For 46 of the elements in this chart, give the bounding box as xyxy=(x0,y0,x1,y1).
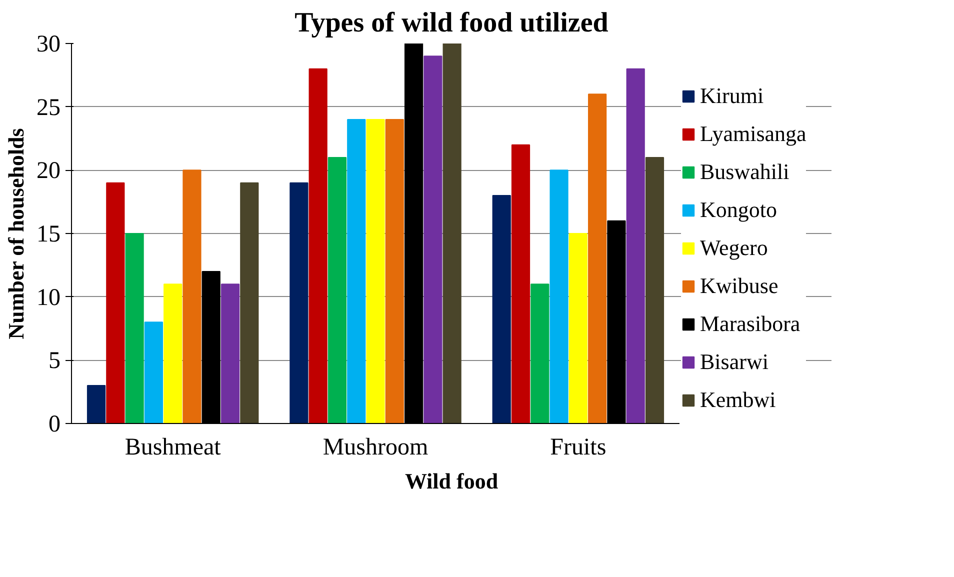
bar xyxy=(328,157,347,424)
y-tick-label: 10 xyxy=(36,284,60,311)
legend-label: Kongoto xyxy=(700,197,777,223)
bar xyxy=(530,284,550,424)
bar xyxy=(220,284,240,424)
bar xyxy=(511,144,530,424)
bar xyxy=(568,233,588,424)
bar xyxy=(492,195,511,424)
bar xyxy=(240,182,259,424)
bar xyxy=(144,322,163,424)
legend-label: Buswahili xyxy=(700,159,790,185)
bar xyxy=(164,284,182,424)
bar xyxy=(106,182,125,424)
bar xyxy=(86,385,106,424)
y-tick-label: 15 xyxy=(36,222,60,248)
legend-label: Kwibuse xyxy=(700,273,778,299)
bar xyxy=(385,119,404,424)
legend-label: Lyamisanga xyxy=(700,121,806,147)
bar xyxy=(290,182,308,424)
y-axis-title: Number of households xyxy=(4,128,28,340)
y-tick-label: 5 xyxy=(48,348,60,374)
bar xyxy=(588,94,607,424)
legend-label: Marasibora xyxy=(700,311,800,337)
x-tick-label: Bushmeat xyxy=(124,434,222,460)
legend-label: Kirumi xyxy=(700,83,764,109)
bar xyxy=(308,68,328,424)
x-tick-label: Fruits xyxy=(550,434,606,460)
bar xyxy=(645,157,664,424)
x-axis-title: Wild food xyxy=(404,468,498,494)
bar xyxy=(366,119,385,424)
bar xyxy=(182,170,202,424)
legend-label: Wegero xyxy=(700,235,768,261)
y-tick-label: 30 xyxy=(36,32,60,58)
legend-label: Bisarwi xyxy=(700,349,768,375)
bar xyxy=(424,56,442,424)
y-tick-label: 20 xyxy=(36,158,60,184)
y-tick-label: 25 xyxy=(36,94,60,121)
bar xyxy=(347,119,366,424)
bar xyxy=(626,68,645,424)
y-tick-label: 0 xyxy=(48,412,60,438)
chart-title: Types of wild food utilized xyxy=(294,8,609,38)
bar xyxy=(442,44,462,424)
legend-label: Kembwi xyxy=(700,387,776,413)
x-tick-label: Mushroom xyxy=(322,434,428,460)
bar xyxy=(550,170,568,424)
bar xyxy=(125,233,144,424)
